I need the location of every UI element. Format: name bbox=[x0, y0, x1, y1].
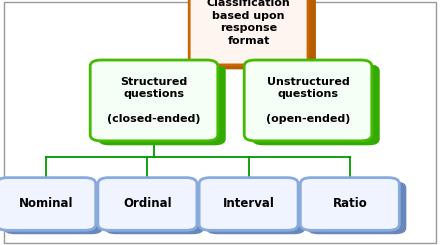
FancyBboxPatch shape bbox=[4, 182, 103, 234]
FancyBboxPatch shape bbox=[199, 178, 298, 230]
FancyBboxPatch shape bbox=[4, 2, 436, 243]
Text: Interval: Interval bbox=[223, 197, 275, 210]
FancyBboxPatch shape bbox=[98, 178, 197, 230]
FancyBboxPatch shape bbox=[252, 64, 380, 145]
FancyBboxPatch shape bbox=[300, 178, 400, 230]
FancyBboxPatch shape bbox=[98, 64, 226, 145]
FancyBboxPatch shape bbox=[189, 0, 308, 65]
FancyBboxPatch shape bbox=[90, 60, 218, 141]
FancyBboxPatch shape bbox=[197, 0, 316, 69]
FancyBboxPatch shape bbox=[307, 182, 407, 234]
FancyBboxPatch shape bbox=[206, 182, 305, 234]
Text: Nominal: Nominal bbox=[19, 197, 73, 210]
FancyBboxPatch shape bbox=[105, 182, 204, 234]
Text: Unstructured
questions

(open-ended): Unstructured questions (open-ended) bbox=[266, 77, 350, 124]
Text: Classification
based upon
response
format: Classification based upon response forma… bbox=[207, 0, 290, 46]
FancyBboxPatch shape bbox=[0, 178, 96, 230]
FancyBboxPatch shape bbox=[244, 60, 372, 141]
Text: Ordinal: Ordinal bbox=[123, 197, 172, 210]
Text: Structured
questions

(closed-ended): Structured questions (closed-ended) bbox=[107, 77, 201, 124]
Text: Ratio: Ratio bbox=[333, 197, 367, 210]
